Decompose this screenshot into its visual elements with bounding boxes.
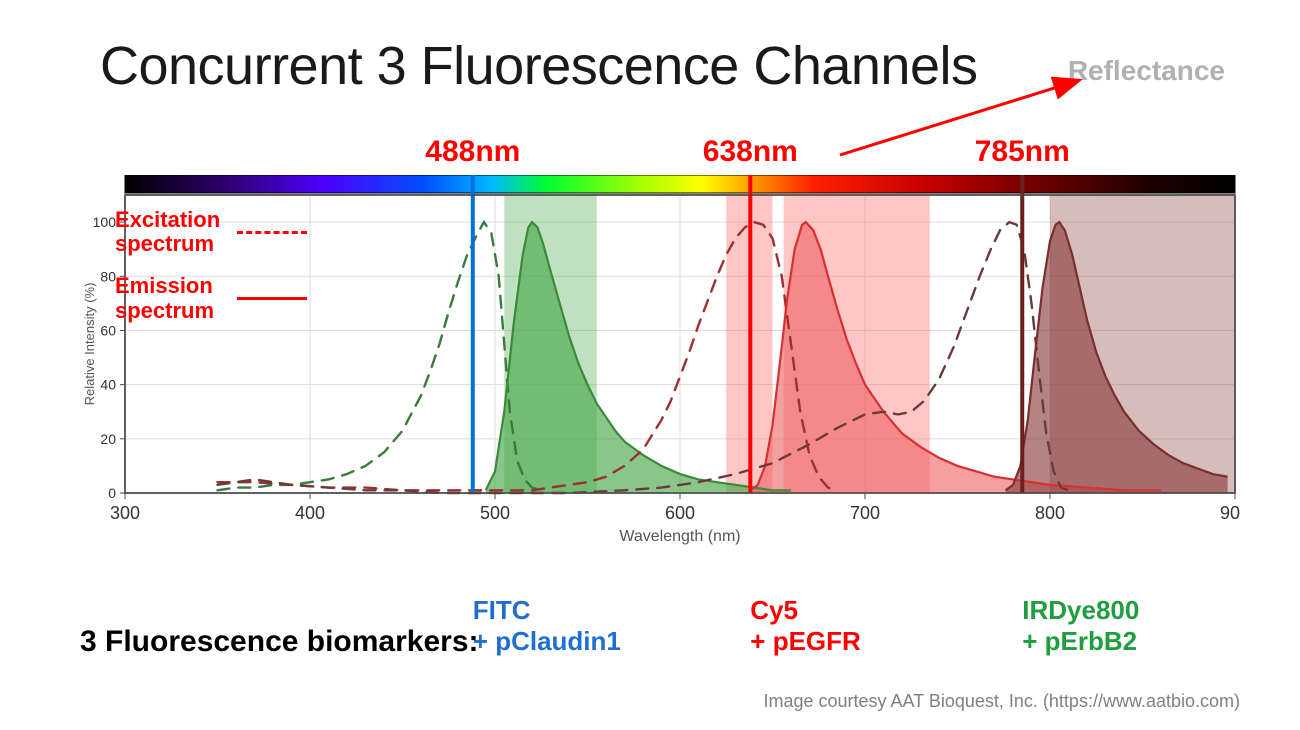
- legend-emission-label: Emission spectrum: [115, 274, 225, 322]
- biomarker-name: FITC: [473, 595, 621, 626]
- svg-text:0: 0: [108, 485, 116, 501]
- biomarker-fitc: FITC+ pClaudin1: [473, 595, 621, 657]
- legend-excitation-label: Excitation spectrum: [115, 208, 225, 256]
- biomarker-target: + pClaudin1: [473, 626, 621, 657]
- svg-text:80: 80: [100, 268, 116, 284]
- biomarker-irdye800: IRDye800+ pErbB2: [1022, 595, 1139, 657]
- laser-label-785: 785nm: [975, 135, 1070, 169]
- laser-label-638: 638nm: [703, 135, 798, 169]
- biomarker-target: + pErbB2: [1022, 626, 1139, 657]
- svg-text:Wavelength (nm): Wavelength (nm): [619, 528, 740, 545]
- image-credit: Image courtesy AAT Bioquest, Inc. (https…: [763, 691, 1240, 712]
- legend-dashed-line: [237, 231, 307, 234]
- biomarker-cy5: Cy5+ pEGFR: [750, 595, 861, 657]
- svg-text:800: 800: [1035, 503, 1065, 523]
- svg-text:Relative Intensity (%): Relative Intensity (%): [82, 283, 97, 406]
- legend-solid-line: [237, 297, 307, 300]
- svg-text:500: 500: [480, 503, 510, 523]
- reflectance-label: Reflectance: [1068, 55, 1225, 87]
- svg-text:40: 40: [100, 377, 116, 393]
- biomarker-title: 3 Fluorescence biomarkers:: [80, 625, 479, 659]
- svg-text:60: 60: [100, 322, 116, 338]
- page-title: Concurrent 3 Fluorescence Channels: [100, 35, 977, 97]
- svg-text:20: 20: [100, 431, 116, 447]
- svg-text:900: 900: [1220, 503, 1240, 523]
- legend: Excitation spectrum Emission spectrum: [115, 208, 307, 337]
- biomarker-name: Cy5: [750, 595, 861, 626]
- svg-text:600: 600: [665, 503, 695, 523]
- svg-text:700: 700: [850, 503, 880, 523]
- laser-label-488: 488nm: [425, 135, 520, 169]
- svg-text:100: 100: [93, 214, 117, 230]
- biomarker-name: IRDye800: [1022, 595, 1139, 626]
- svg-text:400: 400: [295, 503, 325, 523]
- svg-text:300: 300: [110, 503, 140, 523]
- biomarker-target: + pEGFR: [750, 626, 861, 657]
